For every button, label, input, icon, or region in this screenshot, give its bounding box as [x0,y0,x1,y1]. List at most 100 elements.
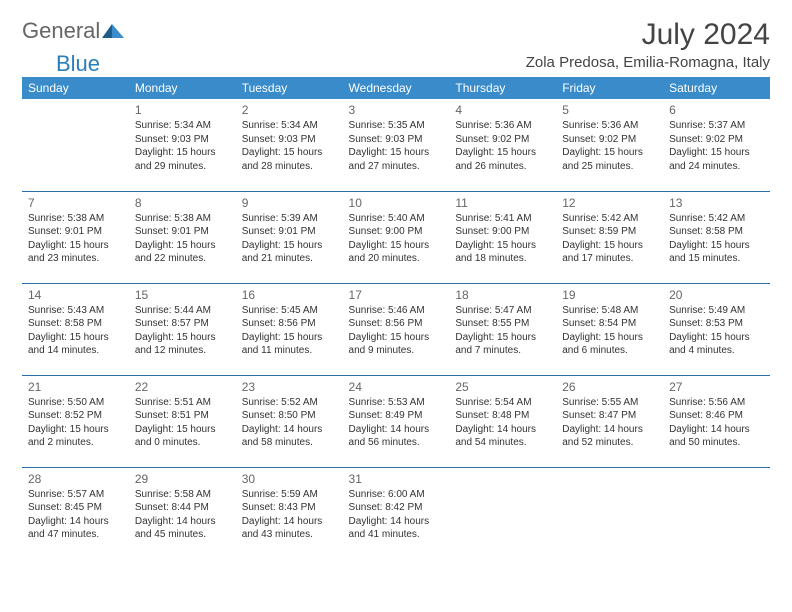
calendar-day-cell: 13Sunrise: 5:42 AMSunset: 8:58 PMDayligh… [663,191,770,283]
day-info-line: and 23 minutes. [28,252,123,266]
day-info-line: Sunrise: 5:59 AM [242,488,337,502]
day-info-line: and 29 minutes. [135,160,230,174]
logo: General [22,18,126,44]
calendar-day-cell: 27Sunrise: 5:56 AMSunset: 8:46 PMDayligh… [663,375,770,467]
day-number: 30 [242,471,337,487]
day-info-line: Sunrise: 5:37 AM [669,119,764,133]
calendar-day-cell: 6Sunrise: 5:37 AMSunset: 9:02 PMDaylight… [663,99,770,191]
day-info-line: Sunrise: 5:42 AM [669,212,764,226]
calendar-day-cell: 8Sunrise: 5:38 AMSunset: 9:01 PMDaylight… [129,191,236,283]
day-info-line: and 12 minutes. [135,344,230,358]
day-info-line: Daylight: 14 hours [242,423,337,437]
day-number: 10 [349,195,444,211]
day-info-line: Sunset: 8:51 PM [135,409,230,423]
day-info-line: Sunset: 9:02 PM [669,133,764,147]
day-info-line: Sunset: 8:47 PM [562,409,657,423]
day-info-line: Daylight: 15 hours [242,239,337,253]
day-info-line: Sunset: 8:54 PM [562,317,657,331]
day-info-line: Sunset: 8:58 PM [669,225,764,239]
calendar-day-cell: 17Sunrise: 5:46 AMSunset: 8:56 PMDayligh… [343,283,450,375]
calendar-day-cell: 28Sunrise: 5:57 AMSunset: 8:45 PMDayligh… [22,467,129,559]
day-number: 25 [455,379,550,395]
day-info-line: Sunrise: 5:35 AM [349,119,444,133]
day-info-line: Sunset: 8:45 PM [28,501,123,515]
day-info-line: Sunrise: 5:54 AM [455,396,550,410]
day-info-line: and 4 minutes. [669,344,764,358]
calendar-day-cell: 12Sunrise: 5:42 AMSunset: 8:59 PMDayligh… [556,191,663,283]
day-info-line: Sunset: 8:46 PM [669,409,764,423]
day-info-line: Daylight: 15 hours [455,331,550,345]
day-header: Friday [556,77,663,99]
day-number: 1 [135,102,230,118]
day-info-line: Daylight: 15 hours [242,146,337,160]
day-info-line: Daylight: 15 hours [562,331,657,345]
day-info-line: Daylight: 15 hours [242,331,337,345]
calendar-day-cell [22,99,129,191]
day-info-line: Sunrise: 5:42 AM [562,212,657,226]
day-number: 23 [242,379,337,395]
day-info-line: Sunrise: 5:56 AM [669,396,764,410]
calendar-week-row: 1Sunrise: 5:34 AMSunset: 9:03 PMDaylight… [22,99,770,191]
day-header: Thursday [449,77,556,99]
day-info-line: Sunset: 8:56 PM [349,317,444,331]
calendar-day-cell: 15Sunrise: 5:44 AMSunset: 8:57 PMDayligh… [129,283,236,375]
calendar-day-cell: 2Sunrise: 5:34 AMSunset: 9:03 PMDaylight… [236,99,343,191]
calendar-header: SundayMondayTuesdayWednesdayThursdayFrid… [22,77,770,99]
day-info-line: Daylight: 15 hours [28,423,123,437]
calendar-day-cell: 10Sunrise: 5:40 AMSunset: 9:00 PMDayligh… [343,191,450,283]
day-header: Saturday [663,77,770,99]
day-info-line: and 41 minutes. [349,528,444,542]
day-info-line: Daylight: 15 hours [562,146,657,160]
day-info-line: and 56 minutes. [349,436,444,450]
day-info-line: Daylight: 15 hours [455,146,550,160]
day-info-line: Daylight: 14 hours [28,515,123,529]
day-info-line: and 43 minutes. [242,528,337,542]
calendar-day-cell: 26Sunrise: 5:55 AMSunset: 8:47 PMDayligh… [556,375,663,467]
day-info-line: and 50 minutes. [669,436,764,450]
calendar-day-cell: 20Sunrise: 5:49 AMSunset: 8:53 PMDayligh… [663,283,770,375]
day-number: 11 [455,195,550,211]
day-info-line: Daylight: 15 hours [669,331,764,345]
calendar-day-cell: 16Sunrise: 5:45 AMSunset: 8:56 PMDayligh… [236,283,343,375]
day-header: Wednesday [343,77,450,99]
day-info-line: and 9 minutes. [349,344,444,358]
day-info-line: Sunset: 9:01 PM [28,225,123,239]
day-number: 20 [669,287,764,303]
day-header: Sunday [22,77,129,99]
day-number: 8 [135,195,230,211]
day-number: 2 [242,102,337,118]
day-info-line: Sunset: 9:03 PM [242,133,337,147]
day-info-line: and 45 minutes. [135,528,230,542]
day-info-line: and 18 minutes. [455,252,550,266]
day-info-line: Sunset: 9:02 PM [562,133,657,147]
day-info-line: Sunset: 9:00 PM [349,225,444,239]
day-info-line: Sunrise: 5:40 AM [349,212,444,226]
calendar-week-row: 14Sunrise: 5:43 AMSunset: 8:58 PMDayligh… [22,283,770,375]
day-header: Monday [129,77,236,99]
day-number: 22 [135,379,230,395]
calendar-body: 1Sunrise: 5:34 AMSunset: 9:03 PMDaylight… [22,99,770,559]
day-info-line: and 6 minutes. [562,344,657,358]
day-info-line: Daylight: 14 hours [349,515,444,529]
day-number: 3 [349,102,444,118]
day-number: 31 [349,471,444,487]
day-info-line: and 0 minutes. [135,436,230,450]
day-info-line: Daylight: 14 hours [135,515,230,529]
day-info-line: Daylight: 15 hours [135,331,230,345]
day-info-line: Daylight: 14 hours [455,423,550,437]
calendar-day-cell: 24Sunrise: 5:53 AMSunset: 8:49 PMDayligh… [343,375,450,467]
day-info-line: Sunrise: 5:49 AM [669,304,764,318]
day-info-line: Sunrise: 5:38 AM [28,212,123,226]
calendar-day-cell: 31Sunrise: 6:00 AMSunset: 8:42 PMDayligh… [343,467,450,559]
calendar-day-cell: 5Sunrise: 5:36 AMSunset: 9:02 PMDaylight… [556,99,663,191]
day-info-line: Sunset: 8:57 PM [135,317,230,331]
calendar-day-cell: 23Sunrise: 5:52 AMSunset: 8:50 PMDayligh… [236,375,343,467]
day-info-line: Daylight: 15 hours [455,239,550,253]
day-info-line: Sunset: 8:42 PM [349,501,444,515]
day-info-line: Sunset: 8:53 PM [669,317,764,331]
calendar-day-cell: 3Sunrise: 5:35 AMSunset: 9:03 PMDaylight… [343,99,450,191]
day-info-line: Sunrise: 5:45 AM [242,304,337,318]
day-info-line: and 26 minutes. [455,160,550,174]
logo-text-blue: Blue [56,51,100,77]
calendar-week-row: 7Sunrise: 5:38 AMSunset: 9:01 PMDaylight… [22,191,770,283]
